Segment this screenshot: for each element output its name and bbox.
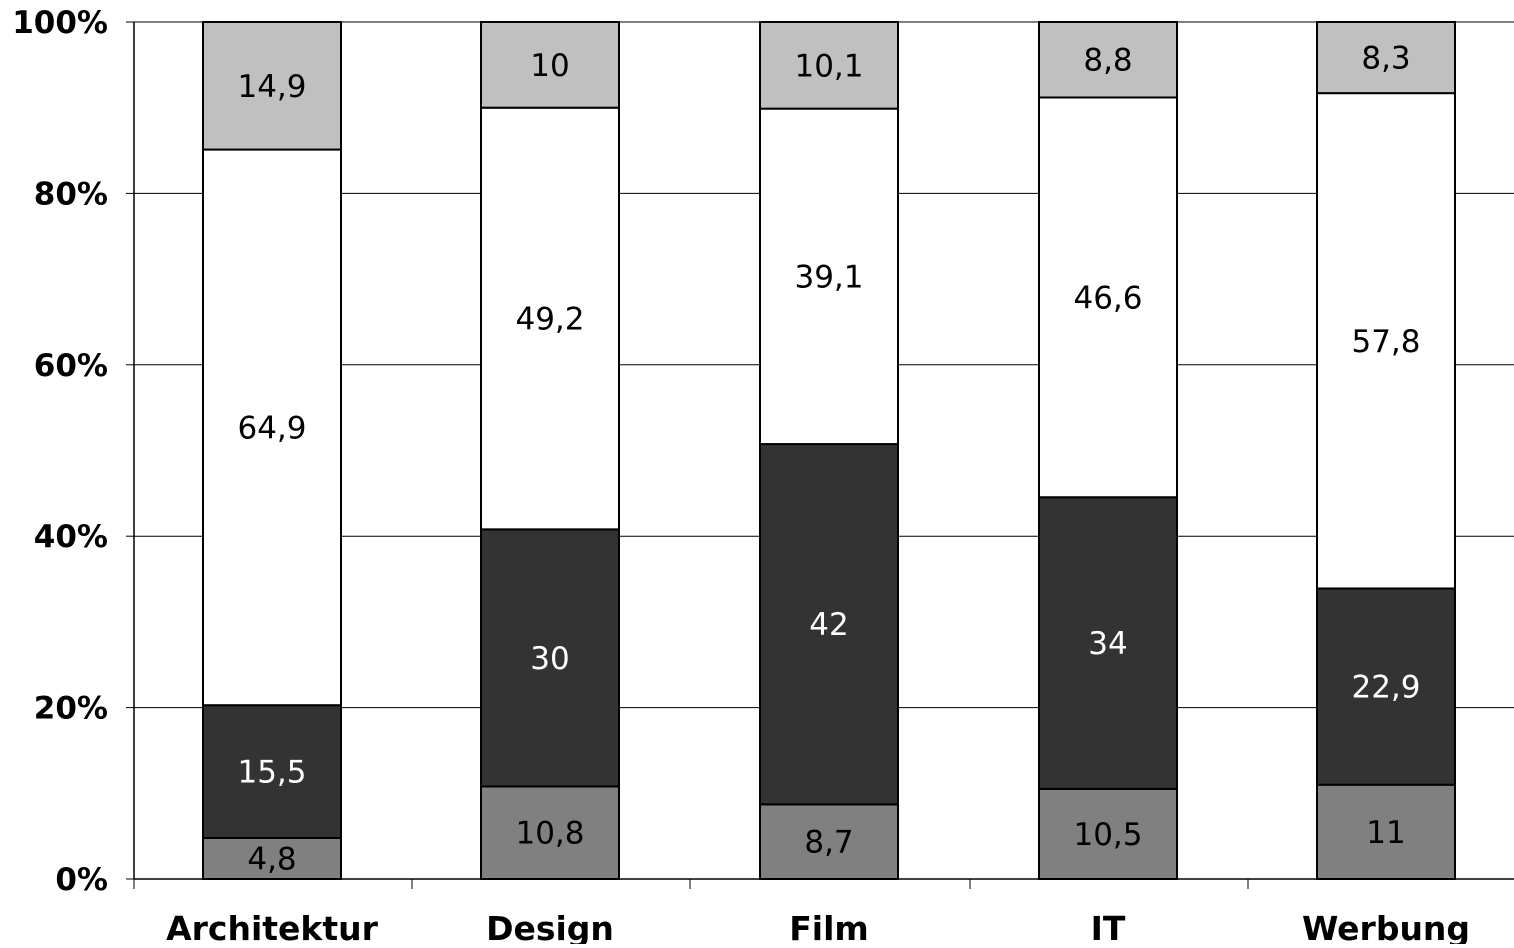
x-category-label: Design [486,909,614,944]
data-label: 8,3 [1361,41,1410,77]
bar-segment [1038,21,1178,99]
bar-segment [759,443,899,806]
x-category-label: Architektur [166,909,379,944]
data-label: 34 [1088,626,1127,662]
data-label: 46,6 [1073,280,1142,316]
x-category-label: Werbung [1302,909,1470,944]
bar-segment [1316,587,1456,786]
data-labels: 4,8 15,5 64,9 14,9 10,8 30 49,2 10 8,7 42 39,1 10,1… [237,41,1420,878]
bar-segment [759,803,899,881]
data-label: 42 [809,607,848,643]
y-tick-label: 0% [55,862,108,898]
axes: 0% 20% 40% 60% 80% 100% Architektur Design Film I… [12,5,1514,948]
data-label: 10,8 [515,816,584,852]
data-label: 11 [1366,815,1405,851]
data-label: 14,9 [237,69,306,105]
data-label: 8,8 [1083,43,1132,79]
bar-segment [1316,783,1456,880]
data-label: 10,1 [794,48,863,84]
bar-segment [202,21,342,151]
data-label: 8,7 [804,825,853,861]
y-tick-label: 80% [34,176,108,212]
bar-segment [480,21,620,109]
bar-segment [1038,496,1178,790]
data-label: 4,8 [247,841,296,877]
bars [202,21,1456,881]
bar-segment [1038,787,1178,880]
bar-segment [759,107,899,446]
bar-segment [759,21,899,110]
bar-segment [202,836,342,880]
data-label: 15,5 [237,755,306,791]
data-label: 39,1 [794,259,863,295]
data-label: 57,8 [1351,324,1420,360]
bar-segment [1316,21,1456,95]
bar-segment [1316,92,1456,590]
bar-segment [480,106,620,531]
bar-segment [1038,96,1178,499]
data-label: 64,9 [237,410,306,446]
x-category-label: Film [789,909,869,944]
y-tick-label: 20% [34,691,108,727]
y-tick-label: 40% [34,519,108,555]
data-label: 30 [530,641,569,677]
data-label: 10,5 [1073,817,1142,853]
x-category-label: IT [1091,909,1126,944]
y-tick-label: 60% [34,348,108,384]
data-label: 49,2 [515,302,584,338]
data-label: 10 [530,48,569,84]
y-tick-label: 100% [12,5,108,41]
bar-segment [202,704,342,839]
data-label: 22,9 [1351,670,1420,706]
